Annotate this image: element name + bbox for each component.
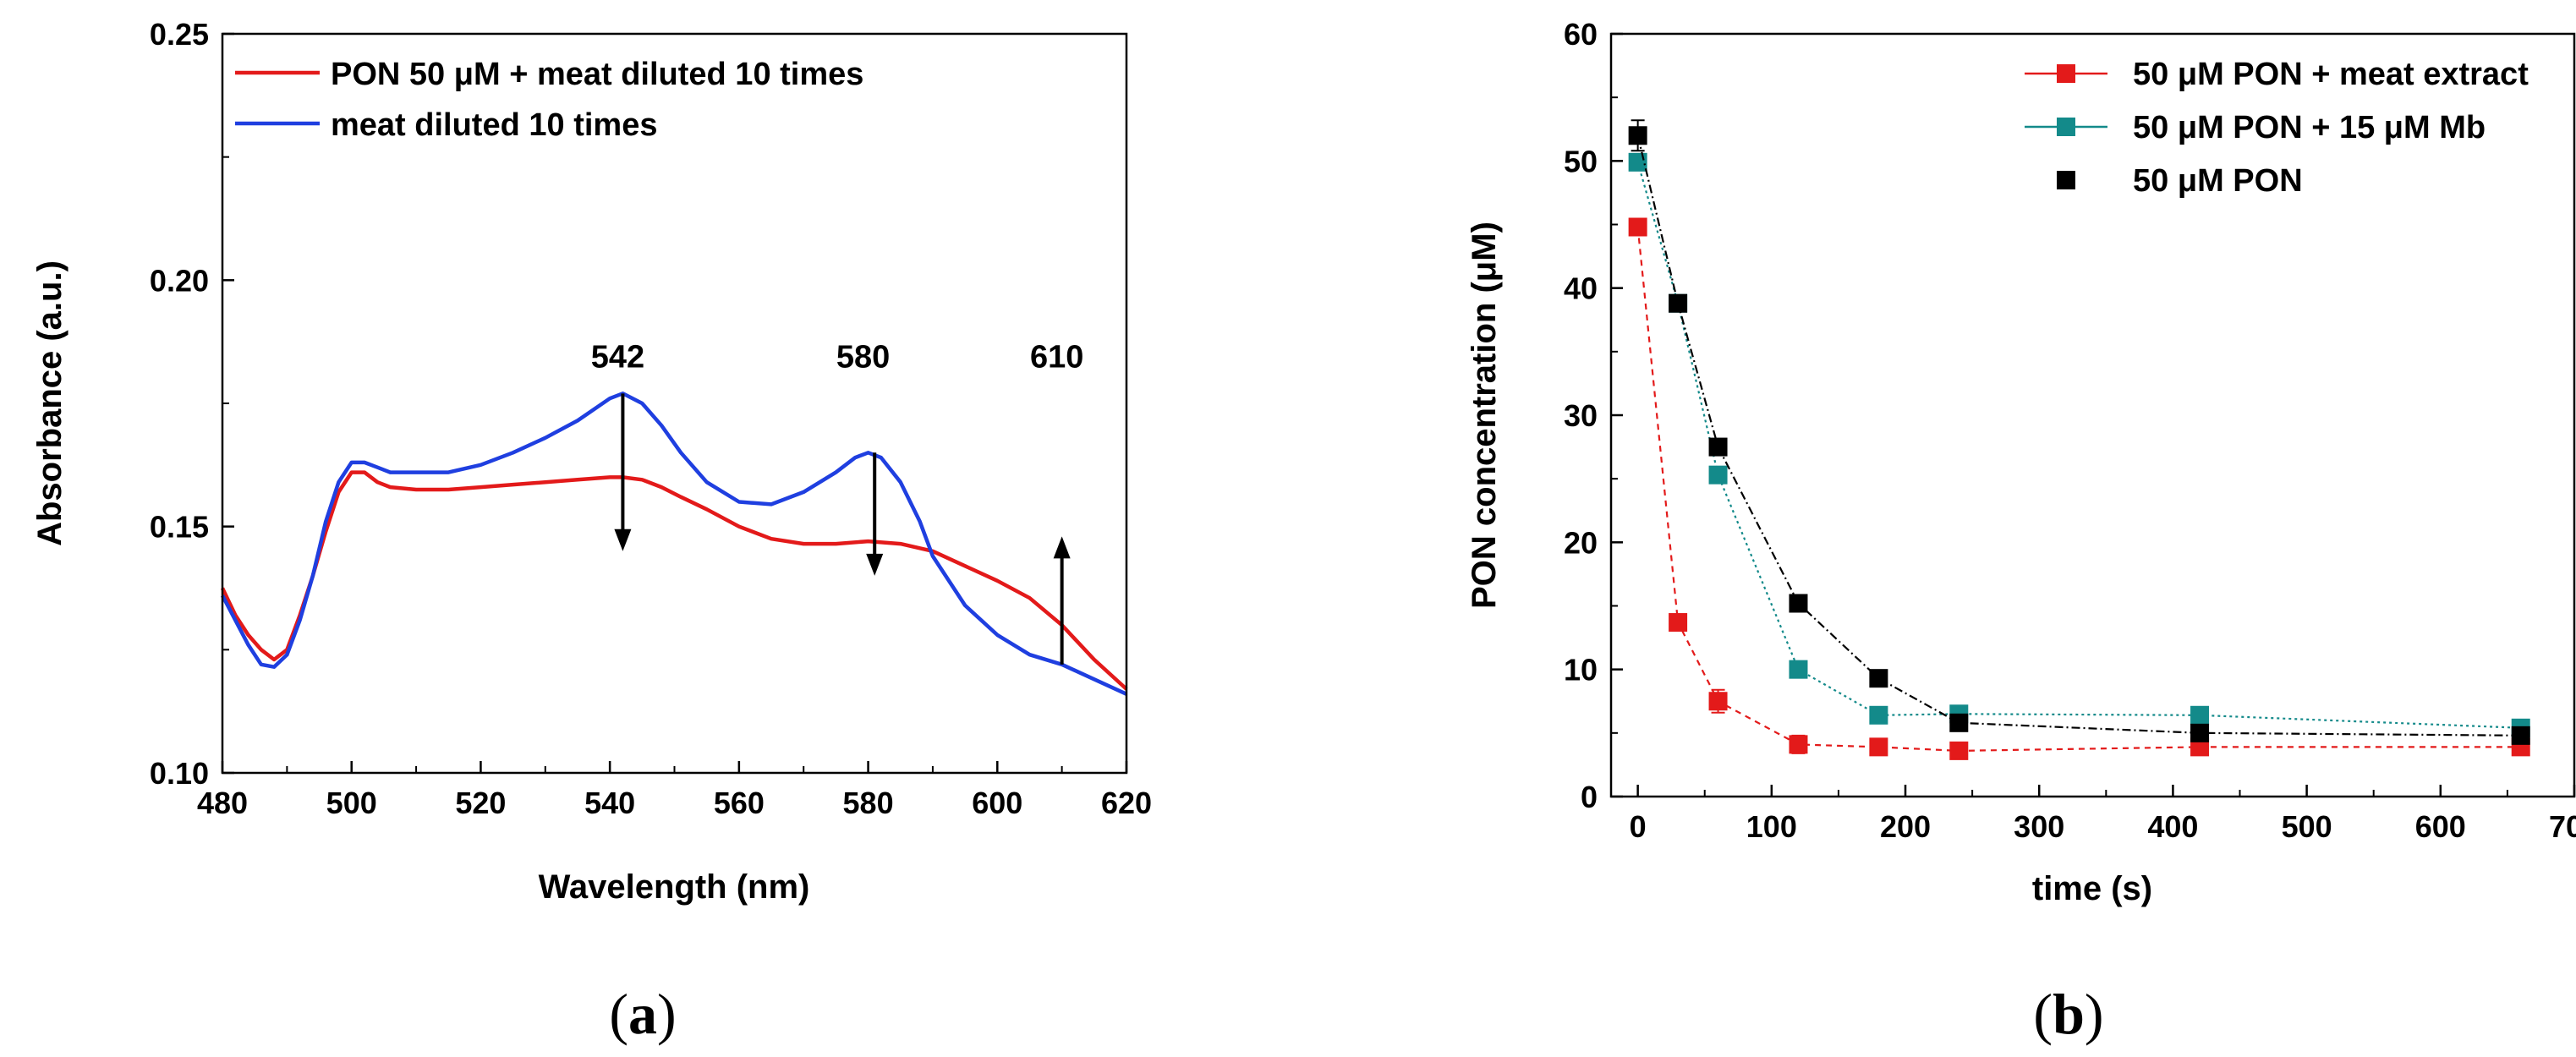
panel-a-x-tick-label: 540 [584, 786, 635, 820]
panel-a-y-tick-label: 0.20 [150, 263, 209, 298]
panel-b-data-point-black [2511, 726, 2530, 745]
panel-b-legend-label-red: 50 μM PON + meat extract [2133, 57, 2529, 92]
panel-a-annotations: 542 580 610 [591, 340, 1084, 375]
panel-a-peak-label: 580 [836, 340, 890, 375]
panel-b-data-point-black [2190, 723, 2210, 742]
panel-b-legend-marker-black [2057, 171, 2075, 189]
panel-a-series [220, 392, 1128, 696]
panel-b-x-tick-label: 300 [2014, 809, 2064, 844]
panel-a-peak-label: 542 [591, 340, 644, 375]
panel-b-data-point-black [1628, 126, 1647, 145]
panel-b-legend-marker-teal [2057, 118, 2075, 136]
panel-b-series-line-red [1636, 227, 2521, 753]
panel-a: 480 500 520 540 560 580 600 620 0.10 0.15 0.20 0.25… [31, 17, 1152, 1046]
panel-a-x-tick-label: 620 [1101, 786, 1152, 820]
panel-a-legend: PON 50 μM + meat diluted 10 times meat d… [235, 57, 863, 143]
panel-a-x-axis-label: Wavelength (nm) [539, 868, 810, 906]
panel-b-ticks: 0 100 200 300 400 500 600 700 0 10 20 30 40 50 60 [1564, 17, 2576, 844]
panel-a-peak-label: 610 [1030, 340, 1083, 375]
panel-b-plot-frame [1609, 32, 2576, 798]
panel-b-data-point-red [1949, 741, 1969, 760]
panel-a-legend-label-red: PON 50 μM + meat diluted 10 times [331, 57, 863, 92]
panel-a-plot-frame [221, 32, 1128, 775]
panel-b-x-tick-label: 100 [1746, 809, 1797, 844]
panel-b-data-point-black [1869, 669, 1888, 688]
panel-b-data-point-red [1789, 735, 1808, 754]
panel-b: 0 100 200 300 400 500 600 700 0 10 20 30 40 50 60 50 μ… [1466, 17, 2576, 1046]
panel-b-data-point-black [1669, 293, 1688, 313]
panel-a-x-tick-label: 600 [972, 786, 1022, 820]
panel-a-arrow-head [866, 553, 884, 576]
panel-a-series-line-blue [221, 392, 1127, 696]
panel-a-caption: (a) [609, 982, 676, 1046]
panel-a-legend-label-blue: meat diluted 10 times [331, 107, 657, 143]
panel-a-arrows [614, 393, 1071, 665]
panel-b-legend: 50 μM PON + meat extract 50 μM PON + 15 … [2025, 57, 2529, 199]
panel-b-data-point-teal [1869, 705, 1888, 725]
panel-a-x-tick-label: 560 [714, 786, 765, 820]
panel-b-x-tick-label: 700 [2549, 809, 2576, 844]
panel-b-legend-label-black: 50 μM PON [2133, 163, 2303, 199]
panel-b-x-axis-label: time (s) [2032, 870, 2152, 907]
panel-b-data-point-black [1949, 713, 1969, 732]
panel-b-y-tick-label: 60 [1564, 17, 1598, 52]
panel-b-series [1628, 119, 2530, 760]
panel-b-x-tick-label: 200 [1880, 809, 1931, 844]
panel-a-ticks: 480 500 520 540 560 580 600 620 0.10 0.15 0.20 0.25 [150, 17, 1152, 820]
panel-b-y-tick-label: 0 [1581, 780, 1598, 814]
panel-b-data-point-teal [1628, 152, 1647, 172]
panel-b-x-tick-label: 600 [2415, 809, 2466, 844]
panel-a-x-tick-label: 580 [843, 786, 894, 820]
panel-b-y-tick-label: 50 [1564, 144, 1598, 178]
panel-b-data-point-teal [1789, 660, 1808, 679]
panel-b-x-tick-label: 0 [1630, 809, 1647, 844]
panel-b-data-point-red [1708, 692, 1728, 711]
panel-b-data-point-teal [2190, 705, 2210, 725]
panel-b-data-point-red [1669, 613, 1688, 633]
panel-b-data-point-red [1869, 737, 1888, 757]
panel-b-y-tick-label: 30 [1564, 398, 1598, 433]
panel-a-y-tick-label: 0.15 [150, 510, 209, 545]
panel-b-caption: (b) [2033, 982, 2103, 1046]
panel-b-legend-marker-red [2057, 64, 2075, 83]
panel-b-y-axis-label: PON concentration (μM) [1466, 222, 1503, 609]
panel-b-series-line-black [1636, 135, 2521, 737]
panel-b-x-tick-label: 500 [2282, 809, 2332, 844]
panel-b-data-point-red [1628, 217, 1647, 237]
panel-a-x-tick-label: 520 [455, 786, 506, 820]
panel-b-data-point-black [1789, 594, 1808, 613]
panel-b-legend-label-teal: 50 μM PON + 15 μM Mb [2133, 110, 2486, 145]
panel-b-y-tick-label: 40 [1564, 271, 1598, 306]
panel-b-series-line-teal [1636, 162, 2521, 729]
panel-b-y-tick-label: 10 [1564, 653, 1598, 687]
panel-a-x-tick-label: 500 [326, 786, 377, 820]
panel-a-arrow-head [1053, 536, 1071, 559]
panel-b-data-point-teal [1708, 465, 1728, 485]
panel-a-arrow-head [614, 528, 632, 551]
panel-a-y-tick-label: 0.10 [150, 756, 209, 791]
panel-b-data-point-red [2190, 737, 2210, 757]
panel-b-x-tick-label: 400 [2147, 809, 2198, 844]
panel-b-data-point-black [1708, 437, 1728, 457]
panel-a-y-axis-label: Absorbance (a.u.) [31, 260, 69, 546]
panel-b-y-tick-label: 20 [1564, 525, 1598, 560]
panel-a-y-tick-label: 0.25 [150, 17, 209, 52]
panel-a-x-tick-label: 480 [197, 786, 248, 820]
